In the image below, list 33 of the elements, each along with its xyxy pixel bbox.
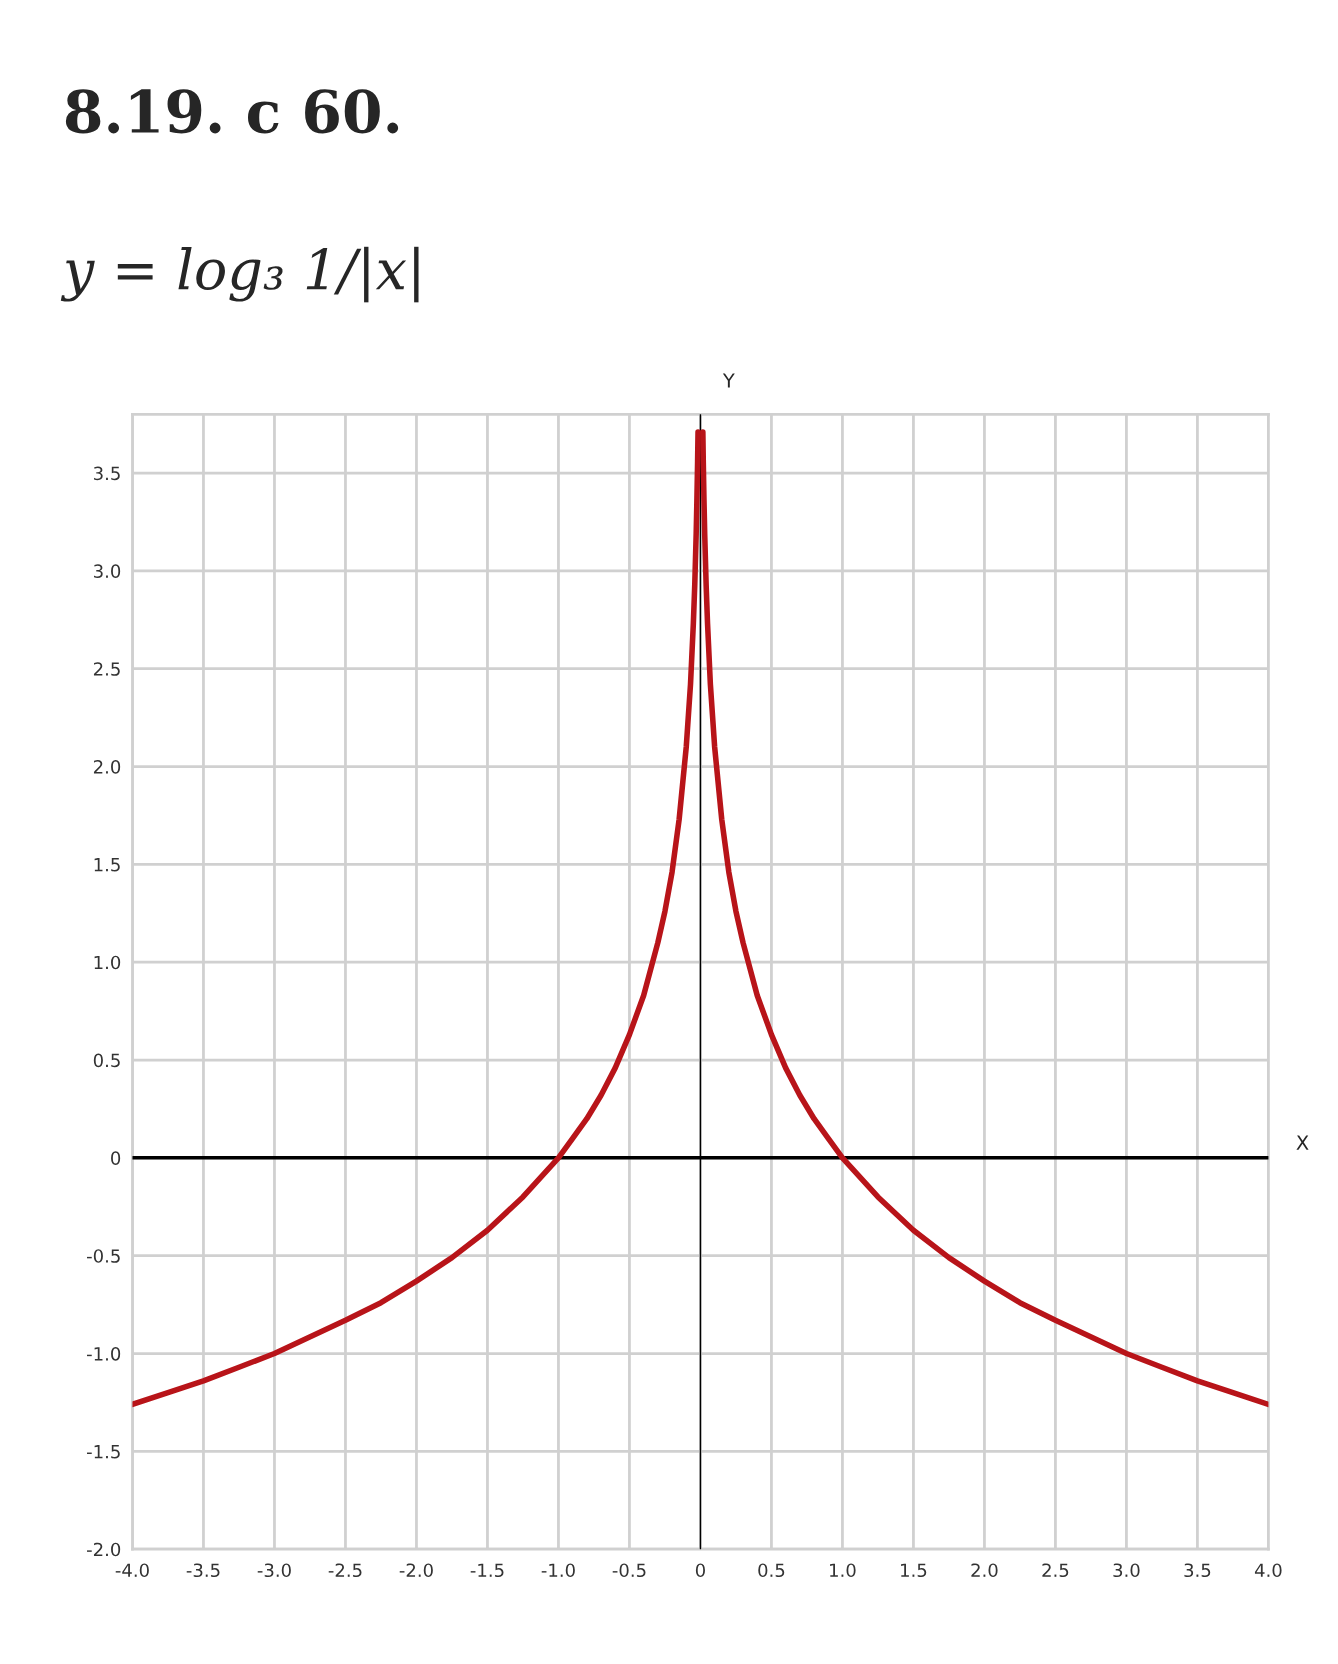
x-tick-label: -3.5	[186, 1563, 220, 1578]
x-axis-title: X	[1296, 1135, 1309, 1150]
x-tick-label: 0	[695, 1563, 705, 1578]
y-tick-label: 3.0	[94, 564, 121, 578]
x-tick-label: -1.5	[470, 1563, 504, 1578]
x-tick-label: 4.0	[1254, 1563, 1282, 1578]
x-tick-label: -1.0	[541, 1563, 575, 1578]
x-tick-label: 3.0	[1113, 1563, 1140, 1578]
chart-subtitle: y = log₃ 1/|x|	[60, 246, 419, 303]
y-tick-label: 2.5	[93, 662, 120, 676]
x-tick-label: -4.0	[115, 1563, 149, 1578]
y-tick-label: -2.0	[87, 1542, 121, 1557]
x-tick-label: -0.5	[612, 1563, 646, 1578]
y-tick-label: 3.5	[94, 466, 120, 481]
x-tick-label: 0.5	[758, 1563, 785, 1578]
x-tick-label: 2.0	[971, 1563, 998, 1578]
y-axis-title: Y	[722, 373, 735, 388]
y-tick-label: -1.0	[87, 1346, 121, 1361]
x-tick-label: -3.0	[257, 1563, 291, 1578]
x-tick-label: 2.5	[1042, 1563, 1069, 1578]
y-tick-label: 1.0	[94, 955, 121, 970]
chart-title: 8.19. с 60.	[65, 89, 399, 134]
x-tick-label: -2.5	[328, 1563, 362, 1578]
y-tick-label: -1.5	[87, 1445, 120, 1459]
x-tick-label: 3.5	[1184, 1563, 1211, 1578]
y-tick-label: 2.0	[93, 759, 121, 774]
y-tick-label: -0.5	[87, 1249, 120, 1263]
x-tick-label: -2.0	[399, 1563, 433, 1578]
y-tick-label: 1.5	[94, 858, 120, 872]
y-tick-label: 0.5	[93, 1053, 120, 1068]
x-tick-label: 1.5	[901, 1563, 927, 1578]
x-tick-label: 1.0	[830, 1563, 856, 1578]
y-tick-label: 0	[111, 1151, 121, 1165]
